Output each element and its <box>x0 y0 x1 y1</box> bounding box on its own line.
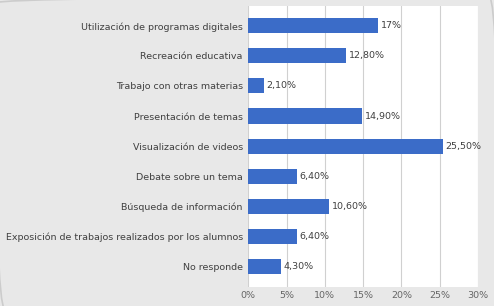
Bar <box>248 78 264 93</box>
Bar <box>248 199 329 214</box>
Text: 6,40%: 6,40% <box>300 232 329 241</box>
Text: 4,30%: 4,30% <box>284 262 314 271</box>
Bar <box>248 18 378 33</box>
Bar <box>248 139 444 154</box>
Bar <box>248 169 297 184</box>
Bar <box>248 109 363 124</box>
Text: 25,50%: 25,50% <box>446 142 482 151</box>
Bar <box>248 259 281 274</box>
Bar <box>248 229 297 244</box>
Text: 10,60%: 10,60% <box>332 202 368 211</box>
Text: 2,10%: 2,10% <box>267 81 297 91</box>
Text: 6,40%: 6,40% <box>300 172 329 181</box>
Text: 17%: 17% <box>381 21 402 30</box>
Bar <box>248 48 346 63</box>
Text: 14,90%: 14,90% <box>365 111 401 121</box>
Text: 12,80%: 12,80% <box>349 51 385 60</box>
